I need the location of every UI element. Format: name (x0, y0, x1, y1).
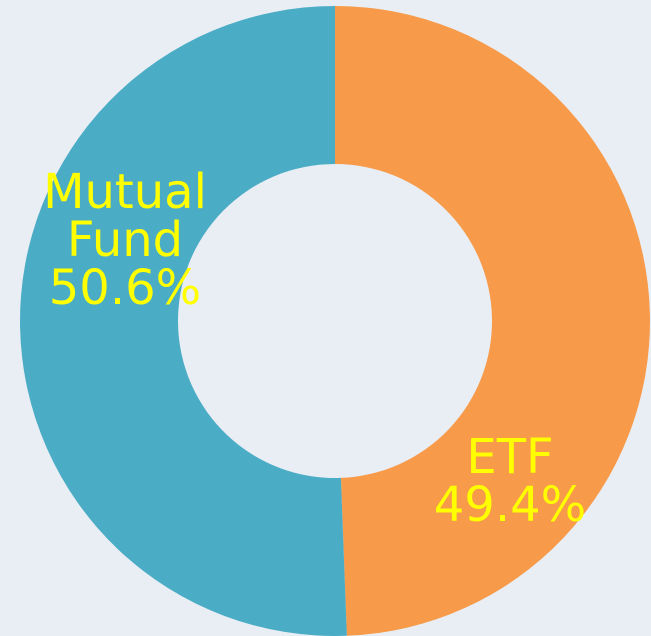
slice-label: ETF (466, 429, 553, 485)
slice-label-line: ETF (466, 429, 553, 485)
slice-value: 50.6% (49, 260, 201, 316)
slice-label-line: Fund (67, 212, 183, 268)
slice (335, 6, 650, 636)
slice-label-line: Mutual (43, 164, 207, 220)
slice (20, 6, 347, 636)
slice-value: 49.4% (434, 477, 586, 533)
slice-label: Mutual Fund (43, 164, 207, 268)
